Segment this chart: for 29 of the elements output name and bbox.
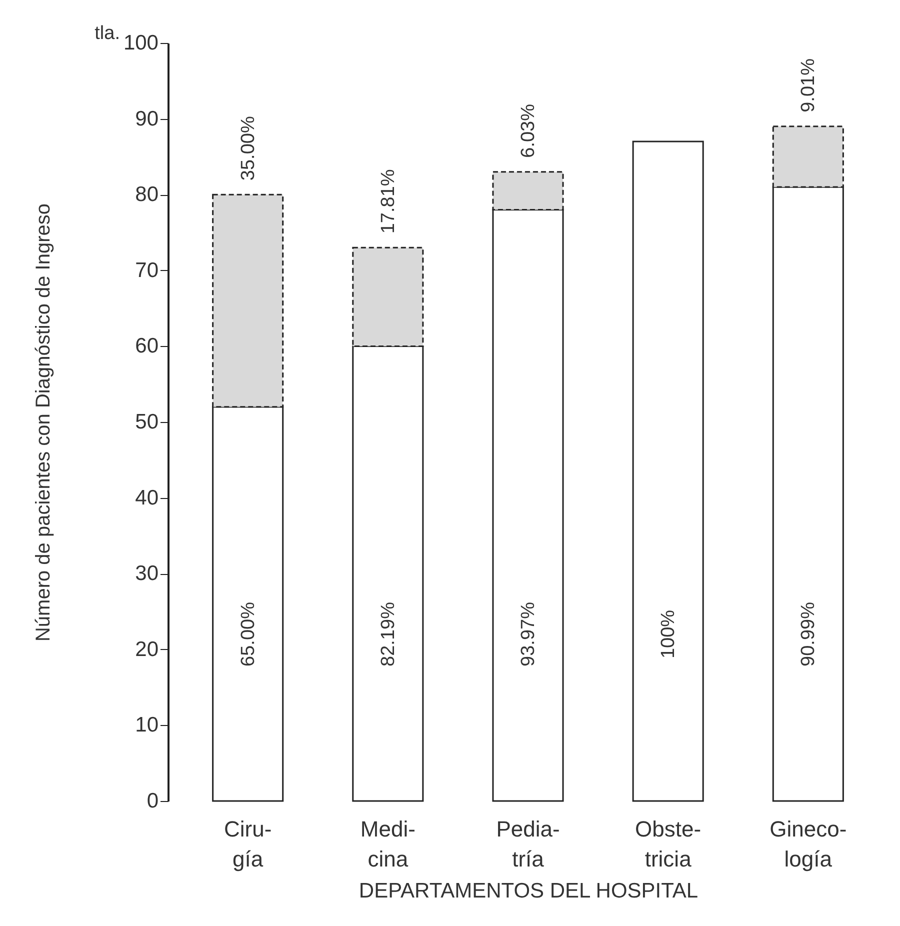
annotation: 17.81%	[378, 169, 399, 234]
x-tick-label: Obste- tricia	[635, 816, 702, 872]
y-tick-label: 0	[146, 790, 158, 812]
x-tick-label: Pedia- tría	[496, 816, 560, 872]
annotation: 93.97%	[518, 602, 539, 666]
y-tick-label: 100	[123, 32, 158, 54]
x-tick-label: Medi- cina	[360, 816, 416, 872]
annotation: 90.99%	[798, 602, 820, 666]
y-tick-label: 30	[135, 562, 158, 586]
y-tick-label: 50	[135, 410, 158, 434]
bar	[632, 140, 704, 802]
y-tick-label: 80	[135, 183, 158, 206]
text: tla.	[94, 23, 120, 44]
annotation: 35.00%	[238, 116, 259, 181]
y-tick-label: 40	[135, 486, 158, 510]
annotation: 9.01%	[798, 58, 820, 112]
annotation: 65.00%	[238, 602, 259, 666]
y-tick-label: 20	[135, 638, 158, 661]
y-tick-label: 60	[135, 334, 158, 358]
y-tick-label: 90	[135, 107, 158, 130]
y-tick-label: 70	[135, 258, 158, 282]
x-tick-label: Gineco- logía	[770, 816, 847, 872]
x-tick-label: Ciru- gía	[224, 816, 272, 872]
annotation: 6.03%	[518, 104, 539, 158]
y-tick-label: 10	[135, 714, 158, 737]
x-axis-title: DEPARTAMENTOS DEL HOSPITAL	[358, 880, 698, 902]
annotation: 100%	[658, 610, 680, 659]
annotation: 82.19%	[378, 602, 399, 666]
y-axis-title: Número de pacientes con Diagnóstico de Ingreso	[32, 203, 54, 642]
